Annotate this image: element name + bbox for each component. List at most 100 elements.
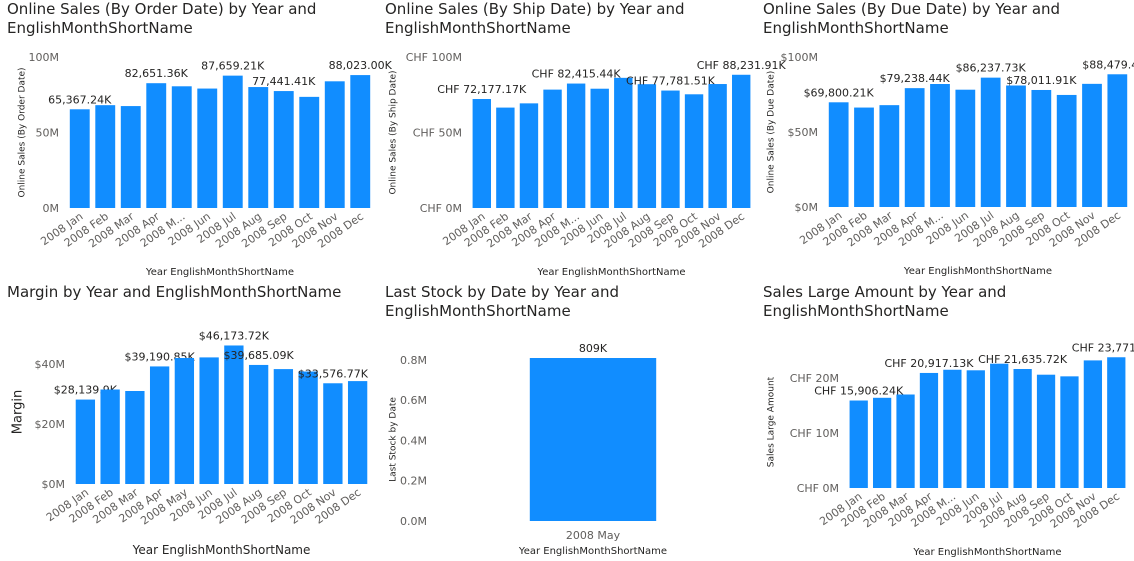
chart-panel-last-stock[interactable]: Last Stock by Date by Year and EnglishMo… <box>385 283 757 561</box>
bar <box>1107 357 1126 488</box>
y-tick-label: CHF 0M <box>797 482 839 495</box>
bar <box>896 394 915 488</box>
bar <box>224 345 244 484</box>
y-tick-label: CHF 0M <box>420 202 462 215</box>
x-axis-label: Year EnglishMonthShortName <box>132 543 311 557</box>
y-tick-label: $50M <box>788 126 819 139</box>
data-label: CHF 20,917.13K <box>884 357 974 370</box>
y-axis-label: Online Sales (By Ship Date) <box>389 70 399 194</box>
bar <box>125 391 145 484</box>
data-label: $78,011.91K <box>1006 74 1077 87</box>
data-label: 82,651.36K <box>125 67 189 80</box>
bar <box>955 89 976 207</box>
bar <box>248 364 269 484</box>
bar <box>849 400 868 488</box>
chart-panel-order-date[interactable]: Online Sales (By Order Date) by Year and… <box>7 0 393 280</box>
bar <box>273 369 294 484</box>
bar <box>149 366 170 484</box>
bar <box>919 372 939 488</box>
bar <box>1083 360 1103 488</box>
bar <box>350 75 371 209</box>
bar <box>472 99 491 208</box>
bar <box>248 87 269 208</box>
bar <box>872 397 892 488</box>
bar <box>590 88 609 208</box>
data-label: $33,576.77K <box>298 367 369 380</box>
bar <box>174 358 195 484</box>
y-tick-label: 0.8M <box>400 354 427 367</box>
bar <box>1036 374 1056 488</box>
chart-panel-ship-date[interactable]: Online Sales (By Ship Date) by Year and … <box>385 0 787 280</box>
bar <box>95 105 116 208</box>
bar <box>854 107 874 207</box>
y-axis-label: Last Stock by Date <box>389 397 399 482</box>
y-axis-label: Sales Large Amount <box>767 376 777 467</box>
data-label: $79,238.44K <box>880 72 951 85</box>
x-axis-label: Year EnglishMonthShortName <box>912 547 1061 558</box>
bar <box>1107 74 1128 207</box>
y-axis-label: Online Sales (By Order Date) <box>18 67 28 197</box>
y-tick-label: 0.0M <box>400 515 427 528</box>
bar-chart-ship-date: CHF 0M CHF 50M CHF 100M Online Sales (By Sh… <box>389 51 787 278</box>
y-tick-label: $20M <box>35 418 66 431</box>
y-tick-label: 0.6M <box>400 394 427 407</box>
bar <box>1060 376 1079 488</box>
bar <box>347 381 368 484</box>
bar <box>980 77 1001 207</box>
chart-panel-sales-large[interactable]: Sales Large Amount by Year and EnglishMo… <box>763 283 1134 561</box>
bar <box>990 363 1009 488</box>
bar <box>1013 369 1032 488</box>
y-tick-label: 50M <box>36 127 60 140</box>
bar <box>199 357 219 484</box>
bar <box>496 107 515 208</box>
y-tick-label: $100M <box>781 51 819 64</box>
bar <box>1006 85 1026 207</box>
data-label: CHF 88,231.91K <box>697 59 787 72</box>
data-label: $39,685.09K <box>224 349 295 362</box>
data-label: 77,441.41K <box>252 75 316 88</box>
bar <box>146 83 167 208</box>
data-label: CHF 15,906.24K <box>814 385 904 398</box>
chart-title: Online Sales (By Due Date) by Year and E… <box>763 0 1061 37</box>
y-tick-label: 0.4M <box>400 434 427 447</box>
bar <box>120 106 141 208</box>
y-tick-label: $0M <box>42 478 66 491</box>
bar <box>879 105 900 207</box>
bar <box>273 91 294 208</box>
data-label: CHF 82,415.44K <box>532 68 622 81</box>
bar <box>732 74 751 209</box>
x-tick-label: 2008 May <box>566 529 621 542</box>
bar <box>519 103 539 208</box>
chart-panel-due-date[interactable]: Online Sales (By Due Date) by Year and E… <box>763 0 1134 280</box>
bar <box>684 94 704 208</box>
chart-title: Sales Large Amount by Year and EnglishMo… <box>763 283 1007 320</box>
bar <box>1031 89 1052 207</box>
bar <box>904 88 925 207</box>
bar <box>943 369 962 488</box>
y-tick-label: CHF 50M <box>413 127 462 140</box>
bar <box>966 370 985 488</box>
y-axis-label: Margin <box>11 390 26 434</box>
x-axis-label: Year EnglishMonthShortName <box>145 267 294 278</box>
bar <box>1056 94 1077 207</box>
bar <box>171 86 192 208</box>
data-label: 809K <box>579 342 608 355</box>
chart-panel-margin[interactable]: Margin by Year and EnglishMonthShortName… <box>7 283 379 561</box>
data-label: CHF 21,635.72K <box>978 353 1068 366</box>
bar <box>529 358 657 521</box>
x-axis-label: Year EnglishMonthShortName <box>536 267 685 278</box>
bar <box>708 84 727 208</box>
data-label: $86,237.73K <box>956 62 1027 75</box>
chart-title: Margin by Year and EnglishMonthShortName <box>7 283 342 301</box>
x-axis-label: Year EnglishMonthShortName <box>518 546 667 557</box>
bar <box>324 81 345 208</box>
x-axis-label: Year EnglishMonthShortName <box>903 266 1052 277</box>
y-tick-label: 100M <box>29 51 60 64</box>
bar <box>661 90 680 208</box>
y-tick-label: $40M <box>35 358 66 371</box>
y-tick-label: CHF 100M <box>406 51 462 64</box>
y-tick-label: 0M <box>43 202 60 215</box>
bar <box>75 399 96 484</box>
